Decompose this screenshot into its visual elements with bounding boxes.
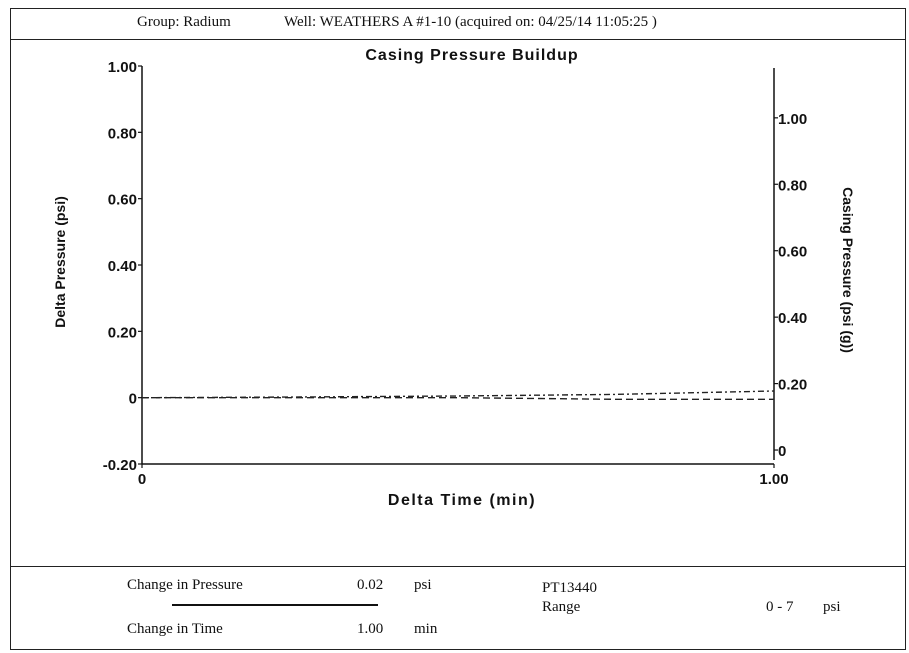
x-axis-title: Delta Time (min) — [388, 492, 536, 509]
change-pressure-value: 0.02 — [357, 577, 384, 593]
y2-tick-label: 0.80 — [778, 177, 807, 194]
y-tick-label: 0.40 — [108, 258, 137, 275]
y2-tick-label: 0.20 — [778, 377, 807, 394]
y-tick-label: 0.20 — [108, 324, 137, 341]
chart-title: Casing Pressure Buildup — [365, 47, 578, 64]
footer-divider — [10, 566, 906, 567]
report-frame — [10, 8, 906, 650]
range-label: Range — [542, 599, 581, 615]
series-line-1 — [142, 397, 774, 400]
y2-tick-label: 1.00 — [778, 111, 807, 128]
chart-series — [141, 390, 775, 400]
y2-axis-title: Casing Pressure (psi (g)) — [840, 187, 856, 353]
y-tick-label: 0.80 — [108, 125, 137, 142]
y-tick-label: 1.00 — [108, 59, 137, 76]
series-line-2 — [141, 390, 775, 399]
y-tick-label: -0.20 — [103, 457, 137, 474]
change-time-label: Change in Time — [127, 621, 223, 637]
y2-tick-label: 0 — [778, 443, 786, 460]
y2-tick-label: 0.60 — [778, 244, 807, 261]
group-label: Group: Radium — [137, 14, 231, 30]
change-time-unit: min — [414, 621, 438, 637]
y-tick-label: 0 — [129, 391, 137, 408]
range-unit: psi — [823, 599, 841, 615]
pressure-chart: Casing Pressure Buildup 1.00 0.80 0.60 0.40… — [52, 47, 856, 509]
sensor-id: PT13440 — [542, 580, 598, 596]
change-time-value: 1.00 — [357, 621, 384, 637]
change-pressure-unit: psi — [414, 577, 432, 593]
y-tick-label: 0.60 — [108, 192, 137, 209]
header-bar — [10, 8, 906, 40]
x-tick-label: 1.00 — [759, 471, 788, 488]
range-value: 0 - 7 — [766, 599, 794, 615]
well-label: Well: WEATHERS A #1-10 (acquired on: 04/… — [284, 14, 657, 30]
y-axis-title: Delta Pressure (psi) — [52, 196, 68, 328]
change-pressure-label: Change in Pressure — [127, 577, 243, 593]
y2-tick-label: 0.40 — [778, 310, 807, 327]
x-tick-label: 0 — [138, 471, 146, 488]
chart-axes — [141, 66, 775, 465]
pressure-legend-line — [172, 604, 378, 606]
chart-ticks: 1.000.800.600.400.200-0.201.000.800.600.… — [103, 59, 807, 488]
